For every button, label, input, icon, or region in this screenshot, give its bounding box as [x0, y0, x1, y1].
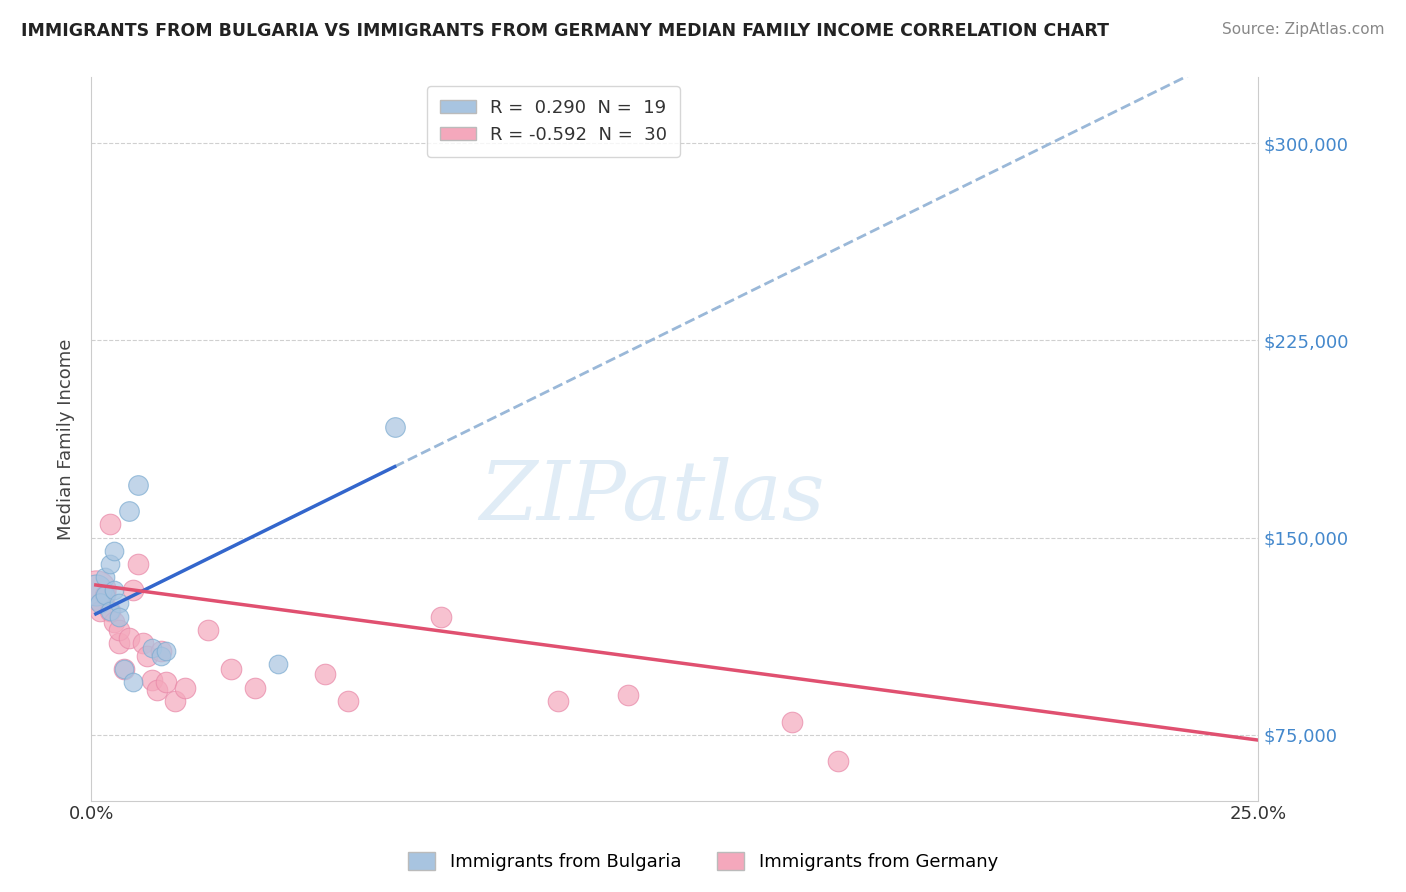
Point	[141, 641, 163, 656]
Point	[150, 644, 173, 658]
Point	[145, 683, 167, 698]
Point	[336, 694, 359, 708]
Point	[108, 623, 131, 637]
Point	[219, 662, 242, 676]
Point	[98, 604, 121, 618]
Point	[117, 631, 139, 645]
Point	[617, 689, 640, 703]
Point	[165, 694, 187, 708]
Point	[243, 681, 266, 695]
Point	[547, 694, 569, 708]
Point	[94, 589, 117, 603]
Point	[103, 615, 125, 629]
Point	[780, 714, 803, 729]
Point	[84, 583, 107, 598]
Point	[94, 589, 117, 603]
Point	[89, 604, 111, 618]
Text: ZIPatlas: ZIPatlas	[478, 457, 824, 537]
Point	[108, 636, 131, 650]
Point	[827, 754, 849, 768]
Point	[98, 557, 121, 571]
Point	[430, 609, 453, 624]
Point	[103, 583, 125, 598]
Point	[122, 675, 145, 690]
Point	[131, 636, 153, 650]
Point	[314, 667, 336, 681]
Point	[197, 623, 219, 637]
Point	[155, 644, 177, 658]
Legend: R =  0.290  N =  19, R = -0.592  N =  30: R = 0.290 N = 19, R = -0.592 N = 30	[427, 87, 681, 157]
Point	[108, 596, 131, 610]
Point	[103, 543, 125, 558]
Point	[155, 675, 177, 690]
Point	[112, 662, 135, 676]
Point	[173, 681, 195, 695]
Point	[117, 504, 139, 518]
Point	[141, 673, 163, 687]
Point	[136, 648, 159, 663]
Point	[84, 583, 107, 598]
Point	[122, 583, 145, 598]
Point	[89, 596, 111, 610]
Point	[150, 648, 173, 663]
Text: Source: ZipAtlas.com: Source: ZipAtlas.com	[1222, 22, 1385, 37]
Point	[384, 420, 406, 434]
Point	[127, 478, 149, 492]
Point	[98, 517, 121, 532]
Point	[108, 609, 131, 624]
Point	[112, 662, 135, 676]
Point	[98, 604, 121, 618]
Text: IMMIGRANTS FROM BULGARIA VS IMMIGRANTS FROM GERMANY MEDIAN FAMILY INCOME CORRELA: IMMIGRANTS FROM BULGARIA VS IMMIGRANTS F…	[21, 22, 1109, 40]
Y-axis label: Median Family Income: Median Family Income	[58, 338, 75, 540]
Point	[127, 557, 149, 571]
Point	[267, 657, 290, 671]
Legend: Immigrants from Bulgaria, Immigrants from Germany: Immigrants from Bulgaria, Immigrants fro…	[401, 845, 1005, 879]
Point	[94, 570, 117, 584]
